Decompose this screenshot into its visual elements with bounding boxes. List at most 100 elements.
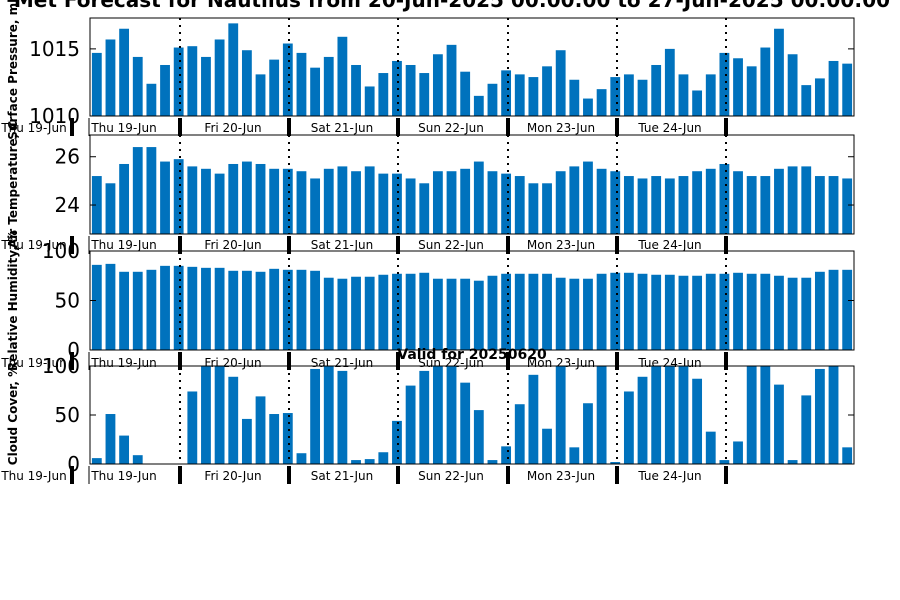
cloud-cover-bar: [719, 460, 730, 464]
surface-pressure-bar: [473, 95, 484, 116]
cloud-cover-bar: [91, 458, 102, 464]
surface-pressure-bar: [241, 50, 252, 116]
cloud-cover-bar: [828, 366, 839, 464]
cloud-cover-bar: [733, 441, 743, 464]
surface-pressure-bar: [501, 70, 512, 116]
relative-humidity-bar: [623, 272, 634, 350]
air-temperature-bar: [255, 163, 266, 234]
cloud-cover-bar: [446, 366, 457, 464]
relative-humidity-bar: [528, 273, 539, 350]
surface-pressure-bar: [705, 74, 716, 116]
relative-humidity-bar: [296, 269, 307, 350]
relative-humidity-bar: [132, 271, 143, 350]
cloud-cover-bar: [596, 366, 607, 464]
relative-humidity-bar: [719, 273, 730, 350]
x-tick-label: Sun 22-Jun: [418, 238, 484, 252]
relative-humidity-bar: [419, 272, 430, 350]
x-tick-label: Tue 24-Jun: [637, 469, 701, 483]
cloud-cover-bar: [760, 366, 771, 464]
relative-humidity-bar: [733, 272, 743, 350]
surface-pressure-bar: [419, 73, 430, 116]
cloud-cover-bar: [787, 460, 798, 464]
cloud-cover-bar: [460, 382, 471, 464]
surface-pressure-bar: [310, 67, 321, 116]
cloud-cover-bar: [678, 366, 689, 464]
cloud-cover-bar: [705, 431, 716, 464]
x-tick-label: Thu 19-Jun: [90, 356, 156, 370]
valid-date-label: Valid for 20250620: [397, 347, 547, 363]
air-temperature-bar: [828, 176, 839, 234]
cloud-cover-bar: [296, 453, 307, 464]
air-temperature-bar: [664, 178, 675, 234]
cloud-cover-bar: [528, 374, 539, 464]
surface-pressure-bar: [187, 46, 198, 116]
air-temperature-bar: [801, 166, 812, 234]
relative-humidity-bar: [187, 266, 198, 350]
x-tick-label: Fri 20-Jun: [204, 121, 261, 135]
cloud-cover-bar: [814, 368, 825, 464]
cloud-cover-bar: [214, 366, 225, 464]
surface-pressure-bar: [787, 54, 798, 116]
relative-humidity-bar: [269, 268, 280, 350]
cloud-cover-bar: [610, 462, 621, 464]
cloud-cover-bar: [487, 460, 498, 464]
surface-pressure-bar: [542, 66, 552, 116]
relative-humidity-bar: [801, 277, 812, 350]
relative-humidity-bar: [460, 278, 471, 350]
air-temperature-bar: [514, 176, 525, 234]
relative-humidity-bar: [774, 275, 784, 350]
cloud-cover-bar: [569, 447, 580, 464]
air-temperature-bar: [596, 168, 607, 234]
surface-pressure-bar: [637, 79, 648, 116]
cloud-cover-bar: [105, 414, 116, 464]
figure-title: Met Forecast for Nautilus from 20-Jun-20…: [14, 0, 890, 12]
surface-pressure-bar: [351, 64, 361, 116]
surface-pressure-bar: [323, 56, 334, 116]
air-temperature-ylabel: Air Temperature, C: [6, 121, 20, 249]
surface-pressure-bar: [296, 52, 307, 116]
surface-pressure-bar: [432, 54, 443, 116]
surface-pressure-bar: [569, 79, 580, 116]
air-temperature-bar: [651, 176, 662, 234]
surface-pressure-bar: [487, 83, 498, 116]
surface-pressure-bar: [228, 23, 239, 116]
air-temperature-bar: [160, 161, 170, 234]
y-tick-label: 50: [55, 403, 80, 427]
cloud-cover-bar: [637, 376, 648, 464]
relative-humidity-bar: [105, 263, 116, 350]
cloud-cover-bar: [842, 447, 853, 464]
air-temperature-bar: [473, 161, 484, 234]
air-temperature-bar: [555, 171, 566, 234]
x-tick-label: Mon 23-Jun: [527, 121, 595, 135]
surface-pressure-bar: [719, 52, 730, 116]
air-temperature-bar: [760, 176, 771, 234]
air-temperature-bar: [241, 161, 252, 234]
surface-pressure-bar: [255, 74, 266, 116]
air-temperature-bar: [201, 168, 211, 234]
cloud-cover-bar: [255, 396, 266, 464]
cloud-cover-bar: [201, 366, 211, 464]
air-temperature-bar: [269, 168, 280, 234]
relative-humidity-bar: [651, 274, 662, 350]
relative-humidity-bar: [637, 273, 648, 350]
surface-pressure-bar: [337, 36, 348, 116]
cloud-cover-bar: [269, 414, 280, 464]
air-temperature-bar: [623, 176, 634, 234]
relative-humidity-bar: [828, 269, 839, 350]
surface-pressure-bar: [828, 60, 839, 116]
relative-humidity-bar: [610, 272, 621, 350]
x-tick-label: Sat 21-Jun: [311, 238, 374, 252]
x-tick-label: Fri 20-Jun: [204, 469, 261, 483]
cloud-cover-bar: [378, 452, 389, 464]
x-tick-label: Sat 21-Jun: [311, 121, 374, 135]
air-temperature-bar: [678, 176, 689, 234]
relative-humidity-bar: [487, 275, 498, 350]
relative-humidity-bar: [432, 278, 443, 350]
surface-pressure-bar: [514, 74, 525, 116]
x-tick-label: Thu 19-Jun: [0, 469, 66, 483]
cloud-cover-bar: [801, 395, 812, 464]
x-tick-label: Thu 19-Jun: [0, 121, 66, 135]
air-temperature-bar: [105, 183, 116, 234]
surface-pressure-bar: [651, 64, 662, 116]
